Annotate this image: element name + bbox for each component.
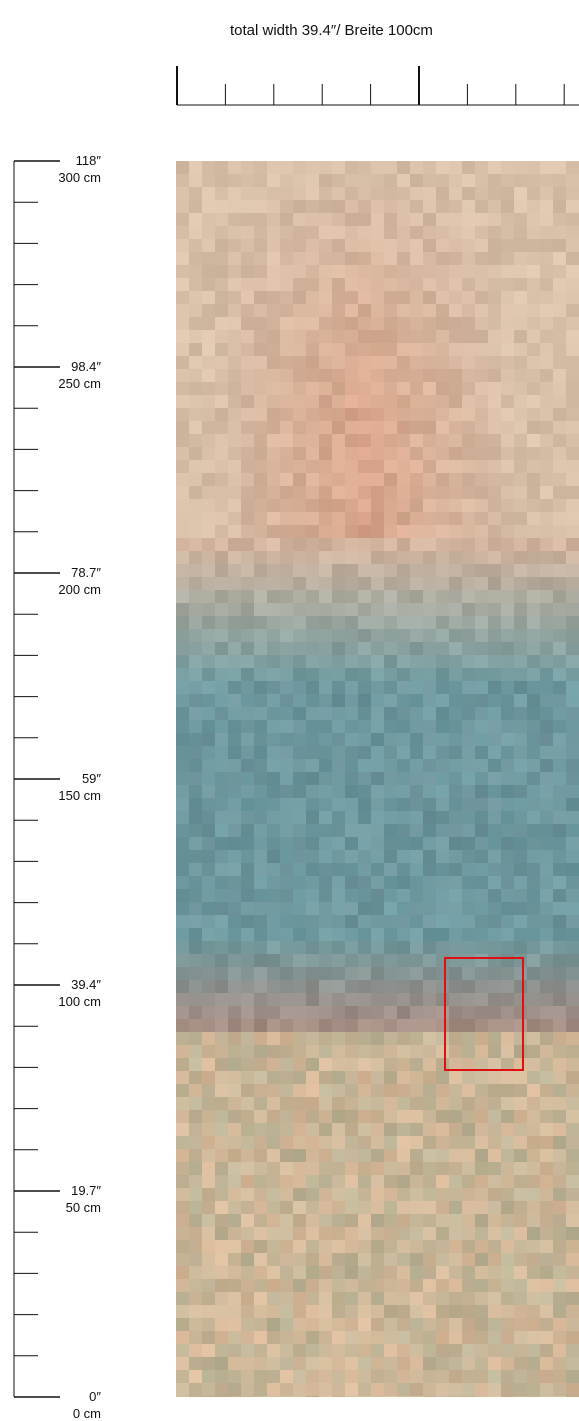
wallpaper-image — [176, 161, 579, 1397]
width-label-text: total width 39.4″/ Breite 100cm — [230, 22, 433, 39]
height-mark-inch-label: 59″ — [81, 771, 101, 786]
height-mark-cm-label: 200 cm — [58, 582, 101, 597]
height-mark-inch-label: 19.7″ — [71, 1183, 101, 1198]
height-ruler — [13, 160, 60, 1398]
height-mark-inch-label: 0″ — [89, 1389, 101, 1404]
width-ruler — [176, 66, 579, 106]
width-label: total width 39.4″/ Breite 100cm — [0, 22, 579, 39]
height-mark-cm-label: 0 cm — [72, 1406, 101, 1421]
height-mark-inch-label: 98.4″ — [71, 359, 101, 374]
wallpaper-preview — [176, 161, 579, 1397]
sample-section-highlight — [444, 957, 524, 1071]
height-mark-cm-label: 250 cm — [58, 376, 101, 391]
height-mark-cm-label: 150 cm — [58, 788, 101, 803]
height-mark-inch-label: 39.4″ — [71, 977, 101, 992]
height-mark-inch-label: 118″ — [75, 153, 101, 168]
height-mark-cm-label: 300 cm — [58, 170, 101, 185]
height-mark-cm-label: 100 cm — [58, 994, 101, 1009]
height-mark-inch-label: 78.7″ — [71, 565, 101, 580]
height-mark-cm-label: 50 cm — [65, 1200, 101, 1215]
